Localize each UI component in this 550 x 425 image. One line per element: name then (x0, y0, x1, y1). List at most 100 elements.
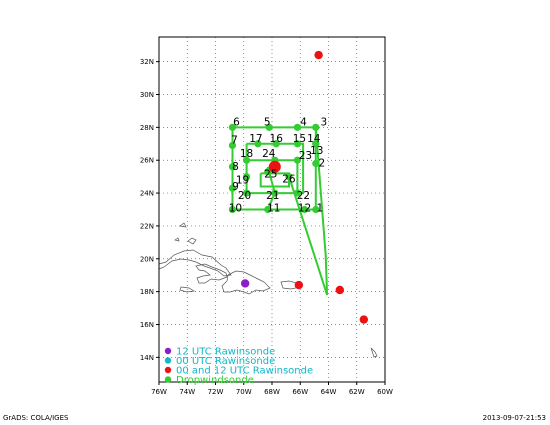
y-tick-label: 20N (140, 255, 154, 263)
dropwindsonde-label-19: 19 (236, 175, 249, 187)
dropwindsonde-point (272, 140, 280, 148)
dropwindsonde-point (242, 156, 251, 164)
legend-label: Dropwindsonde (176, 375, 254, 386)
coastline (187, 237, 197, 245)
x-tick-label: 74W (179, 388, 195, 396)
coastlines (158, 222, 378, 358)
dropwindsonde-point (300, 205, 309, 214)
dropwindsonde-label-8: 8 (232, 161, 239, 173)
footer-right: 2013-09-07-21:53 (482, 414, 546, 422)
y-tick-label: 32N (140, 58, 154, 66)
rawinsonde-point (268, 160, 281, 173)
x-tick-label: 68W (264, 388, 280, 396)
axis-ticks: 76W 74W 72W 70W 68W 66W 64W 62W 60W 14N 16N 18N 20N 2… (140, 58, 393, 396)
dropwindsonde-label-3: 3 (320, 116, 327, 128)
rawinsonde-point (359, 315, 369, 324)
coastline (221, 270, 271, 295)
dropwindsonde-label-17: 17 (249, 133, 262, 145)
dropwindsonde-label-20: 20 (238, 190, 251, 202)
dropwindsonde-point (312, 205, 320, 214)
dropwindsonde-point (293, 123, 302, 131)
track-segment (288, 127, 329, 296)
dropwindsonde-point (264, 168, 272, 176)
y-tick-label: 26N (140, 157, 154, 165)
coastline (179, 286, 196, 293)
rawinsonde-point (314, 50, 323, 60)
dropwindsonde-point (228, 205, 237, 214)
dropwindsonde-point (293, 140, 302, 148)
dropwindsonde-label-18: 18 (240, 148, 253, 160)
dropwindsonde-label-14: 14 (307, 133, 321, 145)
dropwindsonde-label-10: 10 (229, 203, 242, 215)
dropwindsonde-point (228, 123, 237, 131)
x-tick-label: 76W (151, 388, 167, 396)
sonde-points (228, 50, 369, 324)
y-tick-label: 16N (140, 321, 154, 329)
dropwindsonde-label-16: 16 (270, 133, 284, 145)
y-tick-label: 18N (140, 288, 154, 296)
y-tick-label: 14N (140, 354, 154, 362)
dropwindsonde-point (293, 189, 302, 197)
dropwindsonde-label-2: 2 (318, 158, 325, 170)
dropwindsonde-point (312, 159, 320, 168)
dropwindsonde-label-13: 13 (310, 145, 323, 157)
coastline (174, 237, 180, 242)
dropwindsonde-point (265, 123, 273, 131)
y-tick-label: 24N (140, 190, 154, 198)
legend-label: 00 and 12 UTC Rawinsonde (176, 366, 313, 377)
legend-label: 00 UTC Rawinsonde (176, 356, 275, 367)
dropwindsonde-point (312, 140, 320, 148)
y-tick-label: 22N (140, 222, 154, 230)
dropwindsonde-point (271, 189, 279, 197)
dropwindsonde-label-11: 11 (267, 203, 280, 215)
x-tick-label: 60W (377, 388, 393, 396)
x-tick-label: 72W (208, 388, 224, 396)
dropwindsonde-point (264, 205, 272, 214)
footer-left: GrADS: COLA/IGES (3, 414, 69, 422)
dropwindsonde-point (242, 173, 251, 181)
legend-marker (164, 357, 172, 364)
y-tick-label: 30N (140, 91, 154, 99)
rawinsonde-point (335, 285, 344, 295)
dropwindsonde-label-22: 22 (297, 190, 310, 202)
legend-marker (164, 376, 172, 383)
coastline (158, 249, 232, 277)
coastline (370, 347, 378, 358)
dropwindsonde-point (242, 189, 251, 197)
dropwindsonde-label-15: 15 (293, 133, 306, 145)
dropwindsonde-label-24: 24 (262, 148, 276, 160)
x-tick-label: 62W (349, 388, 365, 396)
coastline (179, 222, 187, 228)
dropwindsonde-label-1: 1 (316, 203, 323, 215)
dropwindsonde-label-25: 25 (264, 169, 277, 181)
dropwindsonde-point (228, 184, 237, 192)
dropwindsonde-label-23: 23 (299, 150, 312, 162)
x-tick-label: 64W (321, 388, 337, 396)
dropwindsonde-label-26: 26 (282, 174, 296, 186)
dropwindsonde-point (293, 156, 302, 164)
dropwindsonde-label-6: 6 (233, 116, 240, 128)
dropwindsonde-point (228, 141, 237, 150)
legend-marker (164, 366, 172, 374)
dropwindsonde-point (285, 173, 293, 181)
rawinsonde-point (240, 279, 250, 288)
dropwindsonde-point (228, 163, 237, 171)
x-tick-label: 66W (292, 388, 308, 396)
dropwindsonde-label-12: 12 (298, 203, 311, 215)
dropwindsonde-label-7: 7 (231, 134, 238, 146)
x-tick-label: 70W (236, 388, 252, 396)
dropwindsonde-point (312, 123, 320, 131)
rawinsonde-point (294, 280, 304, 290)
dropwindsonde-label-21: 21 (266, 190, 279, 202)
legend-marker (164, 347, 172, 355)
coastline (195, 263, 228, 284)
dropwindsonde-label-4: 4 (300, 116, 307, 128)
legend-label: 12 UTC Rawinsonde (176, 347, 275, 358)
track-segment (259, 172, 290, 188)
dropwindsonde-point (254, 140, 262, 148)
y-tick-label: 28N (140, 124, 154, 132)
